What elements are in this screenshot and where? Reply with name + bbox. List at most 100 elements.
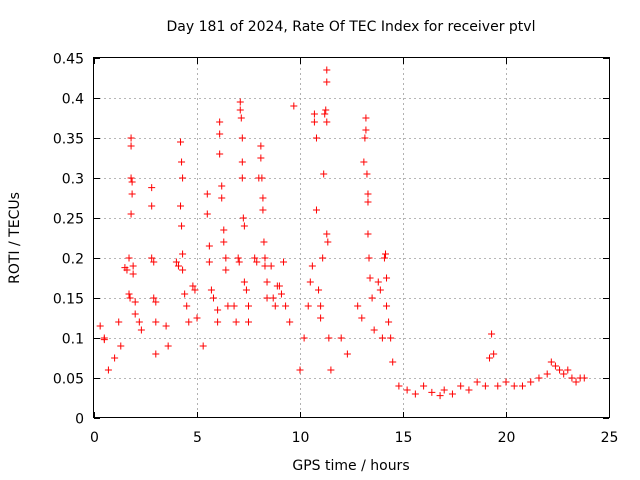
data-point xyxy=(547,358,555,366)
data-point xyxy=(178,222,186,230)
data-point xyxy=(323,66,331,74)
data-point xyxy=(556,366,564,374)
data-point xyxy=(518,382,526,390)
data-point xyxy=(199,342,207,350)
data-point xyxy=(310,110,318,118)
x-tick-label: 5 xyxy=(193,430,202,446)
data-point xyxy=(236,106,244,114)
x-tick-label: 15 xyxy=(395,430,413,446)
data-point xyxy=(312,134,320,142)
data-point xyxy=(183,302,191,310)
data-point xyxy=(440,386,448,394)
data-point xyxy=(207,286,215,294)
data-points xyxy=(96,66,588,400)
data-point xyxy=(364,190,372,198)
data-point xyxy=(448,390,456,398)
data-point xyxy=(220,226,228,234)
data-point xyxy=(179,266,187,274)
data-point xyxy=(320,170,328,178)
data-point xyxy=(383,302,391,310)
data-point xyxy=(551,362,559,370)
x-tick-label: 25 xyxy=(601,430,619,446)
data-point xyxy=(135,318,143,326)
data-point xyxy=(527,378,535,386)
data-point xyxy=(282,302,290,310)
y-tick-label: 0 xyxy=(75,412,84,428)
data-point xyxy=(389,358,397,366)
data-point xyxy=(148,184,156,192)
data-point xyxy=(271,302,279,310)
data-point xyxy=(220,238,228,246)
data-point xyxy=(125,254,133,262)
data-point xyxy=(436,392,444,400)
y-tick-label: 0.45 xyxy=(53,52,84,68)
data-point xyxy=(222,266,230,274)
x-tick-label: 20 xyxy=(498,430,516,446)
data-point xyxy=(178,158,186,166)
data-point xyxy=(205,258,213,266)
data-point xyxy=(312,206,320,214)
data-point xyxy=(321,110,329,118)
data-point xyxy=(277,290,285,298)
data-point xyxy=(203,210,211,218)
data-point xyxy=(193,314,201,322)
data-point xyxy=(358,314,366,322)
y-tick-label: 0.1 xyxy=(62,332,84,348)
data-point xyxy=(148,254,156,262)
data-point xyxy=(214,306,222,314)
data-point xyxy=(510,382,518,390)
data-point xyxy=(240,278,248,286)
data-point xyxy=(267,262,275,270)
data-point xyxy=(494,382,502,390)
data-point xyxy=(251,254,259,262)
y-tick-label: 0.35 xyxy=(53,132,84,148)
data-point xyxy=(230,302,238,310)
data-point xyxy=(395,382,403,390)
data-point xyxy=(308,262,316,270)
data-point xyxy=(218,194,226,202)
data-point xyxy=(174,262,182,270)
data-point xyxy=(238,158,246,166)
data-point xyxy=(205,242,213,250)
data-point xyxy=(261,254,269,262)
data-point xyxy=(387,334,395,342)
data-point xyxy=(185,318,193,326)
data-point xyxy=(129,270,137,278)
data-point xyxy=(560,370,568,378)
data-point xyxy=(376,286,384,294)
data-point xyxy=(319,254,327,262)
data-point xyxy=(216,150,224,158)
y-tick-label: 0.2 xyxy=(62,252,84,268)
y-tick-label: 0.05 xyxy=(53,372,84,388)
data-point xyxy=(486,354,494,362)
data-point xyxy=(362,114,370,122)
data-point xyxy=(337,334,345,342)
data-point xyxy=(457,382,465,390)
data-point xyxy=(364,230,372,238)
data-point xyxy=(189,282,197,290)
data-point xyxy=(257,142,265,150)
data-point xyxy=(363,170,371,178)
data-point xyxy=(323,230,331,238)
x-tick-label: 10 xyxy=(292,430,310,446)
data-point xyxy=(96,322,104,330)
data-point xyxy=(237,114,245,122)
data-point xyxy=(304,302,312,310)
data-point xyxy=(269,294,277,302)
data-point xyxy=(177,138,185,146)
data-point xyxy=(325,334,333,342)
data-point xyxy=(242,286,250,294)
data-point xyxy=(224,302,232,310)
data-point xyxy=(128,190,136,198)
data-point xyxy=(152,318,160,326)
data-point xyxy=(580,374,588,382)
data-point xyxy=(280,258,288,266)
data-point xyxy=(131,298,139,306)
data-point xyxy=(364,198,372,206)
data-point xyxy=(179,174,187,182)
data-point xyxy=(123,266,131,274)
data-point xyxy=(261,262,269,270)
data-point xyxy=(164,342,172,350)
